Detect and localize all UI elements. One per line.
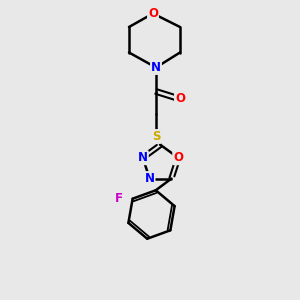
Text: N: N xyxy=(145,172,154,185)
Text: O: O xyxy=(148,7,158,20)
Text: N: N xyxy=(151,61,161,74)
Text: O: O xyxy=(175,92,185,106)
Text: F: F xyxy=(115,192,123,205)
Text: S: S xyxy=(152,130,160,143)
Text: O: O xyxy=(173,151,183,164)
Text: N: N xyxy=(138,151,148,164)
